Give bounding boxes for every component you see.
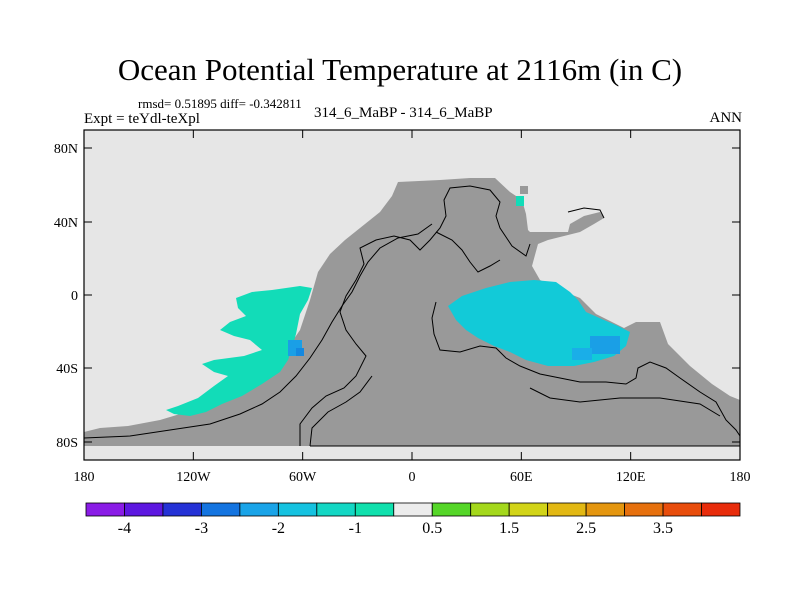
case-label: 314_6_MaBP - 314_6_MaBP [314, 105, 493, 121]
colorbar-label: 3.5 [653, 520, 673, 537]
colorbar-swatch [547, 502, 587, 517]
colorbar-swatch [277, 502, 318, 517]
colorbar-swatch [470, 502, 510, 517]
colorbar-swatch [316, 502, 356, 517]
colorbar-label: -3 [195, 520, 208, 537]
plot-title: Ocean Potential Temperature at 2116m (in… [117, 52, 683, 87]
colorbar-swatch [624, 502, 664, 517]
colorbar-swatch [354, 502, 395, 517]
colorbar-labels: -4 -3 -2 -1 0.5 1.5 2.5 3.5 [118, 520, 673, 537]
anomaly-cell [516, 196, 524, 206]
land-island [160, 424, 180, 432]
colorbar-swatch [508, 502, 549, 517]
lon-tick-label: 60W [289, 470, 317, 485]
colorbar-swatch [431, 502, 472, 517]
land-mass-main [84, 178, 740, 446]
colorbar-swatch [701, 502, 741, 517]
lon-tick-label: 180 [730, 470, 751, 485]
colorbar-swatch [662, 502, 702, 517]
lat-tick-label: 40N [54, 216, 78, 231]
lat-tick-label: 40S [56, 362, 78, 377]
lon-tick-label: 0 [409, 470, 416, 485]
map-tick-labels: 80N 40N 0 40S 80S 180 120W 60W 0 60E 120E 180 [54, 142, 751, 485]
anomaly-cell [296, 348, 304, 356]
colorbar-label: -2 [272, 520, 285, 537]
lat-tick-label: 80S [56, 436, 78, 451]
colorbar [85, 502, 741, 517]
colorbar-swatch [393, 502, 433, 517]
colorbar-label: -1 [349, 520, 362, 537]
lon-tick-label: 180 [74, 470, 95, 485]
colorbar-swatch [85, 502, 125, 517]
anomaly-patch-west-pacific [166, 286, 312, 416]
colorbar-label: 2.5 [576, 520, 596, 537]
colorbar-label: -4 [118, 520, 131, 537]
anomaly-cell [590, 336, 620, 354]
lon-tick-label: 60E [510, 470, 533, 485]
lat-tick-label: 80N [54, 142, 78, 157]
experiment-label: Expt = teYdl-teXpl [84, 111, 200, 127]
season-label: ANN [709, 110, 743, 126]
colorbar-swatch [162, 502, 202, 517]
colorbar-label: 1.5 [499, 520, 519, 537]
colorbar-swatch [124, 502, 164, 517]
lat-tick-label: 0 [71, 289, 78, 304]
colorbar-swatch [201, 502, 241, 517]
map-ticks [83, 130, 741, 460]
land-island [520, 186, 528, 194]
anomaly-cell [572, 348, 592, 360]
stats-text: rmsd= 0.51895 diff= -0.342811 [138, 96, 302, 111]
anomaly-patch-indian-ocean [448, 280, 630, 366]
coastline-outlines [83, 185, 741, 447]
colorbar-label: 0.5 [422, 520, 442, 537]
colorbar-swatch [585, 502, 625, 517]
lon-tick-label: 120W [176, 470, 211, 485]
lon-tick-label: 120E [616, 470, 646, 485]
colorbar-swatch [239, 502, 279, 517]
